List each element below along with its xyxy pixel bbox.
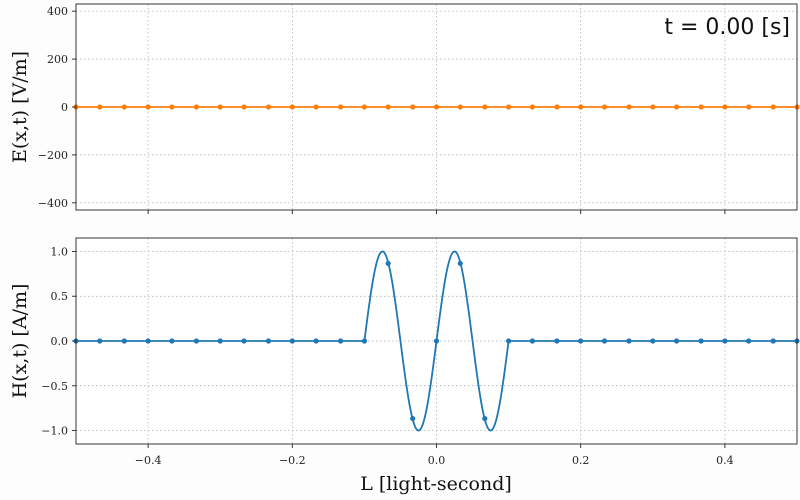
data-point bbox=[506, 338, 512, 344]
data-point bbox=[482, 415, 488, 422]
data-point bbox=[554, 338, 560, 344]
data-point bbox=[578, 104, 584, 110]
data-point bbox=[410, 415, 416, 422]
data-point bbox=[241, 104, 247, 110]
x-tick-label: −0.4 bbox=[135, 454, 162, 467]
data-point bbox=[385, 260, 391, 267]
y-tick-label: −1.0 bbox=[41, 425, 68, 438]
data-point bbox=[410, 104, 416, 110]
data-point bbox=[433, 338, 440, 344]
bottom-panel: −1.0 −0.5 0.0 0.5 1.0 −0.4 −0.2 0.0 0.2 0.4 H(x,… bbox=[9, 237, 800, 495]
y-tick-label: 200 bbox=[47, 53, 68, 66]
data-point bbox=[145, 338, 151, 344]
x-tick-label: 0.4 bbox=[716, 454, 734, 467]
x-tick-label: 0.2 bbox=[572, 454, 590, 467]
y-tick-label: 1.0 bbox=[51, 245, 69, 258]
top-y-axis-label: E(x,t) [V/m] bbox=[9, 51, 31, 163]
data-point bbox=[457, 104, 463, 110]
y-tick-label: 0 bbox=[61, 101, 68, 114]
data-point bbox=[578, 338, 584, 344]
data-point bbox=[241, 338, 247, 344]
y-tick-label: 400 bbox=[47, 5, 68, 18]
data-point bbox=[601, 338, 608, 344]
data-point bbox=[698, 338, 704, 344]
data-point bbox=[385, 104, 391, 110]
top-y-ticks: −400 −200 0 200 400 bbox=[38, 5, 76, 210]
x-tick-label: −0.2 bbox=[279, 454, 306, 467]
data-point bbox=[746, 338, 752, 344]
data-point bbox=[433, 104, 440, 110]
data-point bbox=[506, 104, 512, 110]
data-point bbox=[217, 104, 223, 110]
data-point bbox=[169, 338, 175, 344]
data-point bbox=[698, 104, 704, 110]
bottom-y-ticks: −1.0 −0.5 0.0 0.5 1.0 bbox=[41, 245, 76, 438]
data-point bbox=[193, 104, 200, 110]
data-point bbox=[121, 338, 127, 344]
y-tick-label: −0.5 bbox=[41, 380, 68, 393]
data-point bbox=[313, 104, 319, 110]
top-panel: −400 −200 0 200 400 t = 0.00 [s] E(x,t) [V/m… bbox=[9, 3, 800, 214]
bottom-y-axis-label: H(x,t) [A/m] bbox=[9, 284, 31, 399]
data-point bbox=[97, 104, 103, 110]
data-point bbox=[770, 104, 776, 110]
data-point bbox=[482, 104, 488, 110]
data-point bbox=[673, 338, 680, 344]
y-tick-label: 0.0 bbox=[51, 335, 69, 348]
y-tick-label: −400 bbox=[38, 197, 68, 210]
data-point bbox=[673, 104, 680, 110]
data-point bbox=[650, 104, 656, 110]
top-x-ticks bbox=[147, 210, 726, 214]
data-point bbox=[626, 338, 632, 344]
data-point bbox=[529, 104, 535, 110]
bottom-axes-frame bbox=[75, 237, 798, 445]
data-point bbox=[217, 338, 223, 344]
data-point bbox=[457, 260, 463, 267]
data-point bbox=[193, 338, 200, 344]
data-point bbox=[289, 104, 295, 110]
x-tick-label: 0.0 bbox=[428, 454, 446, 467]
top-series bbox=[73, 104, 800, 110]
data-point bbox=[265, 104, 272, 110]
data-point bbox=[722, 338, 728, 344]
data-point bbox=[361, 104, 367, 110]
data-point bbox=[313, 338, 319, 344]
data-point bbox=[265, 338, 272, 344]
data-point bbox=[746, 104, 752, 110]
data-point bbox=[97, 338, 103, 344]
data-point bbox=[145, 104, 151, 110]
bottom-x-ticks: −0.4 −0.2 0.0 0.2 0.4 bbox=[135, 444, 734, 467]
data-point bbox=[338, 338, 344, 344]
data-point bbox=[626, 104, 632, 110]
data-point bbox=[529, 338, 535, 344]
x-axis-label: L [light-second] bbox=[360, 473, 512, 495]
data-point bbox=[601, 104, 608, 110]
top-axes-frame bbox=[75, 3, 798, 211]
data-point bbox=[650, 338, 656, 344]
data-point bbox=[722, 104, 728, 110]
data-point bbox=[770, 338, 776, 344]
y-tick-label: −200 bbox=[38, 149, 68, 162]
data-point bbox=[554, 104, 560, 110]
data-point bbox=[361, 338, 367, 344]
data-point bbox=[169, 104, 175, 110]
data-point bbox=[289, 338, 295, 344]
time-annotation: t = 0.00 [s] bbox=[664, 15, 790, 40]
bottom-series bbox=[73, 250, 800, 432]
y-tick-label: 0.5 bbox=[51, 290, 69, 303]
data-point bbox=[338, 104, 344, 110]
data-point bbox=[121, 104, 127, 110]
